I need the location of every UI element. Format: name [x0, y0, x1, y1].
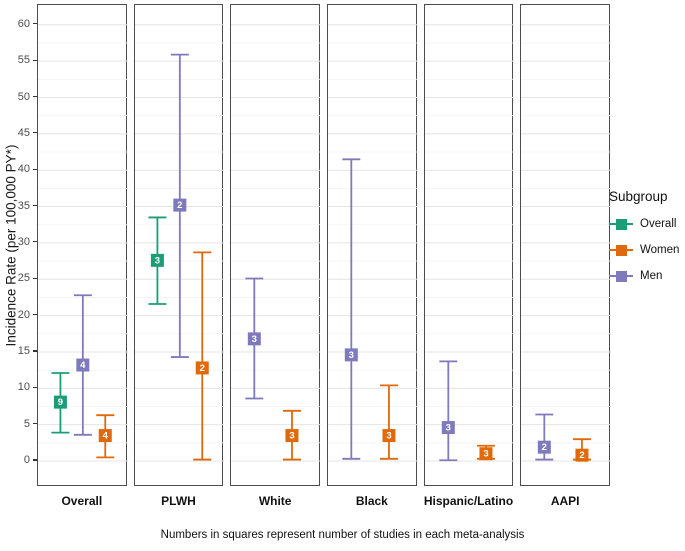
study-count-value: 3 [252, 334, 257, 345]
facet-panel-overall: 9 4 4 [37, 4, 128, 486]
facet-label-plwh: PLWH [161, 494, 196, 508]
legend-key-overall-icon [609, 215, 633, 233]
errorbar-men: 3 [342, 158, 361, 460]
y-tick-label: 15 [17, 344, 30, 357]
y-tick-label: 0 [23, 454, 30, 466]
errorbar-women: 4 [96, 414, 115, 459]
y-tick-label: 55 [17, 54, 30, 67]
figure-caption: Numbers in squares represent number of s… [160, 529, 525, 541]
y-tick-label: 60 [17, 17, 30, 30]
facet-label-hispanic-latino: Hispanic/Latino [423, 494, 514, 508]
y-tick-mark [33, 277, 37, 279]
errorbar-women: 2 [192, 251, 211, 461]
facet-label-black: Black [355, 494, 388, 508]
y-tick-mark [33, 23, 37, 25]
legend-item-men: Men [609, 267, 685, 285]
errorbar-men: 3 [245, 277, 264, 400]
errorbar-overall: 3 [148, 216, 167, 305]
facet-label-white: White [258, 494, 292, 508]
y-tick-mark [33, 59, 37, 61]
y-tick-mark [33, 386, 37, 388]
errorbar-women: 2 [573, 438, 592, 462]
study-count-value: 3 [445, 423, 450, 434]
study-count-square [479, 447, 493, 461]
y-tick-label: 35 [17, 199, 30, 212]
errorbar-women: 3 [476, 444, 495, 461]
errorbar-men: 2 [535, 413, 554, 461]
y-tick-label: 20 [17, 308, 30, 321]
y-tick-label: 25 [17, 272, 30, 285]
y-tick-label: 50 [17, 90, 30, 103]
facet-label-overall: Overall [61, 494, 103, 508]
errorbar-overall: 9 [51, 372, 70, 434]
study-count-value: 2 [199, 363, 204, 374]
study-count-square [382, 429, 396, 443]
study-count-square [344, 348, 358, 362]
study-count-square [285, 429, 299, 443]
study-count-square [575, 448, 589, 462]
legend-item-label: Overall [640, 218, 677, 230]
y-tick-label: 30 [17, 235, 30, 248]
study-count-square [172, 198, 186, 212]
study-count-value: 9 [58, 397, 63, 408]
y-tick-mark [33, 314, 37, 316]
study-count-value: 2 [580, 450, 585, 461]
errorbar-men: 4 [73, 294, 92, 436]
study-count-square [538, 440, 552, 454]
study-count-square [441, 421, 455, 435]
legend-key-men-icon [609, 267, 633, 285]
y-tick-mark [33, 204, 37, 207]
y-tick-mark [33, 132, 37, 134]
legend-item-women: Women [609, 241, 685, 259]
study-count-square [150, 253, 164, 267]
study-count-value: 2 [542, 442, 547, 453]
y-tick-label: 40 [17, 163, 30, 176]
legend-item-overall: Overall [609, 215, 685, 233]
y-tick-mark [33, 168, 37, 170]
study-count-value: 2 [177, 200, 182, 211]
errorbar-men: 2 [170, 53, 189, 358]
study-count-square [98, 429, 112, 443]
y-tick-label: 5 [23, 417, 30, 430]
legend-item-label: Men [640, 270, 663, 282]
y-tick-mark [33, 95, 37, 98]
study-count-value: 4 [80, 360, 86, 371]
study-count-square [76, 358, 90, 372]
study-count-value: 3 [154, 255, 159, 266]
errorbar-women: 3 [379, 384, 398, 460]
errorbar-men: 3 [438, 360, 457, 462]
errorbar-women: 3 [283, 409, 302, 461]
legend-key-women-icon [609, 241, 633, 259]
study-count-value: 4 [103, 431, 109, 442]
facet-label-aapi: AAPI [550, 494, 580, 508]
legend: Subgroup Overall Women Men [609, 189, 685, 293]
study-count-value: 3 [349, 350, 354, 361]
study-count-value: 3 [290, 431, 295, 442]
study-count-square [53, 395, 67, 409]
facet-panel-plwh: 3 2 2 [133, 4, 225, 486]
y-tick-mark [33, 423, 37, 425]
y-tick-label: 10 [17, 381, 30, 394]
y-tick-mark [33, 459, 37, 461]
legend-item-label: Women [640, 244, 680, 256]
y-tick-mark [33, 241, 37, 243]
study-count-value: 3 [386, 431, 391, 442]
y-tick-label: 45 [17, 126, 30, 139]
study-count-square [248, 332, 262, 346]
study-count-value: 3 [483, 449, 488, 460]
study-count-square [195, 361, 209, 375]
y-tick-mark [33, 350, 37, 352]
legend-title: Subgroup [609, 189, 668, 204]
